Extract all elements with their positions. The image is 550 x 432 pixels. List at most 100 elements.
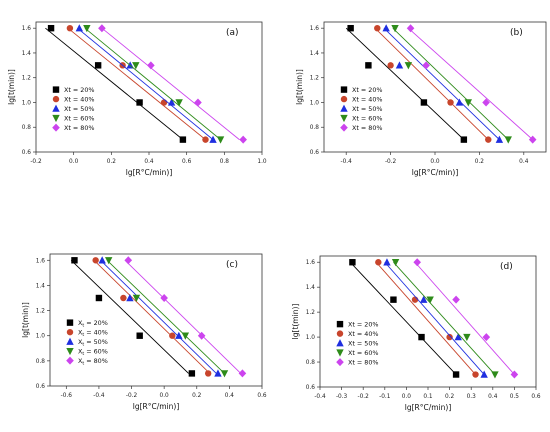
data-point — [160, 99, 168, 106]
legend-label: Xt = 40% — [352, 96, 383, 104]
data-point — [181, 332, 190, 340]
data-point — [204, 370, 212, 377]
legend-label: Xt = 80% — [348, 359, 379, 367]
data-point — [209, 135, 217, 143]
data-point — [197, 331, 206, 340]
data-point — [132, 294, 141, 302]
data-point — [126, 294, 134, 302]
legend-marker — [52, 123, 60, 132]
fit-line-3 — [383, 27, 500, 140]
x-tick-label: 0.6 — [182, 159, 192, 165]
legend-marker — [340, 104, 348, 112]
data-point — [75, 24, 84, 32]
data-point — [374, 24, 381, 32]
y-tick-label: 0.6 — [310, 150, 320, 156]
data-point — [463, 333, 471, 342]
legend-label: Xt = 60% — [64, 115, 95, 123]
legend-marker — [66, 337, 74, 345]
x-tick-label: 0.2 — [475, 159, 485, 165]
legend-label: Xt = 50% — [348, 340, 379, 348]
panel-label: (c) — [226, 260, 238, 270]
y-axis-label: lg[t(min)] — [21, 302, 30, 338]
legend-marker — [336, 320, 344, 328]
data-point — [387, 62, 394, 69]
data-point — [382, 24, 390, 32]
data-point — [92, 257, 99, 264]
chart-panel-1: -0.2 0.0 0.2 0.4 0.6 0.8 1.0 0.6 0.8 1.0 1.2 1.4 1.6… — [7, 21, 267, 177]
legend-label: Xt = 40% — [348, 330, 379, 338]
y-tick-label: 1.4 — [22, 51, 32, 57]
data-point — [383, 258, 391, 266]
fit-line-5 — [124, 259, 242, 374]
legend-marker — [336, 339, 344, 347]
fit-line-2 — [93, 259, 211, 374]
x-tick-label: 0.0 — [402, 394, 412, 400]
data-point — [419, 295, 428, 303]
data-point — [495, 135, 504, 143]
x-tick-label: 0.2 — [107, 159, 117, 165]
legend-label: Xt = 50% — [64, 105, 95, 113]
fit-line-2 — [375, 261, 476, 375]
x-tick-label: 0.4 — [519, 159, 529, 165]
data-point — [175, 99, 183, 107]
data-point — [147, 61, 155, 70]
x-tick-label: -0.2 — [30, 159, 42, 165]
legend-label: Xt = 20% — [352, 86, 383, 94]
legend-label: Xt = 80% — [64, 124, 95, 132]
data-point — [464, 99, 472, 107]
data-point — [66, 24, 74, 32]
chart-panel-2: -0.4 -0.2 0.0 0.2 0.4 0.6 0.8 1.0 1.2 1.4 1.6 lg[R°… — [295, 21, 547, 177]
data-point — [395, 61, 404, 69]
data-point — [220, 370, 229, 378]
y-tick-label: 1.2 — [306, 310, 316, 316]
y-tick-label: 0.6 — [22, 150, 32, 156]
y-tick-label: 1.2 — [310, 76, 320, 82]
data-point — [98, 24, 106, 33]
y-tick-label: 0.8 — [310, 125, 320, 131]
x-tick-label: -0.4 — [341, 159, 353, 165]
x-tick-label: 0.0 — [430, 159, 440, 165]
y-tick-label: 0.8 — [22, 125, 32, 131]
fit-line-5 — [101, 27, 240, 140]
data-point — [420, 99, 428, 106]
x-tick-label: 0.4 — [488, 394, 498, 400]
x-axis-label: lg[R°C/min)] — [126, 168, 173, 177]
data-point — [194, 98, 202, 107]
legend-label: Xt = 80% — [352, 124, 383, 132]
x-tick-label: 0.6 — [257, 393, 267, 399]
data-point — [175, 331, 183, 339]
y-tick-label: 1.6 — [310, 26, 320, 32]
data-point — [47, 24, 55, 32]
panel-label: (b) — [510, 28, 523, 38]
data-point — [238, 369, 247, 378]
fit-line-3 — [77, 27, 214, 140]
data-point — [120, 294, 127, 302]
data-point — [472, 371, 479, 378]
data-point — [167, 98, 176, 106]
y-tick-label: 1.0 — [36, 334, 46, 340]
y-tick-label: 1.2 — [36, 309, 46, 315]
y-tick-label: 0.6 — [36, 384, 46, 390]
chart-panel-4: -0.4 -0.3 -0.2 -0.1 0.0 0.1 0.2 0.3 0.4 0.5 0.6 0.6… — [291, 255, 541, 412]
data-point — [422, 61, 430, 70]
fit-line-4 — [106, 259, 225, 374]
data-point — [447, 99, 454, 106]
data-point — [239, 135, 247, 144]
data-point — [454, 333, 462, 341]
y-tick-label: 1.6 — [36, 258, 46, 264]
panel-label: (d) — [500, 262, 513, 272]
data-point — [95, 294, 103, 302]
data-point — [349, 259, 356, 266]
x-tick-label: -0.2 — [358, 394, 370, 400]
panel-label: (a) — [226, 28, 239, 38]
data-point — [169, 332, 176, 339]
x-tick-label: 0.6 — [531, 394, 541, 400]
data-point — [485, 136, 492, 143]
data-point — [418, 333, 425, 341]
x-tick-label: -0.4 — [314, 394, 326, 400]
data-point — [491, 371, 499, 379]
fit-line-3 — [384, 261, 485, 375]
data-point — [452, 295, 460, 304]
data-point — [136, 332, 143, 339]
legend-label: Xt = 20% — [348, 321, 379, 329]
